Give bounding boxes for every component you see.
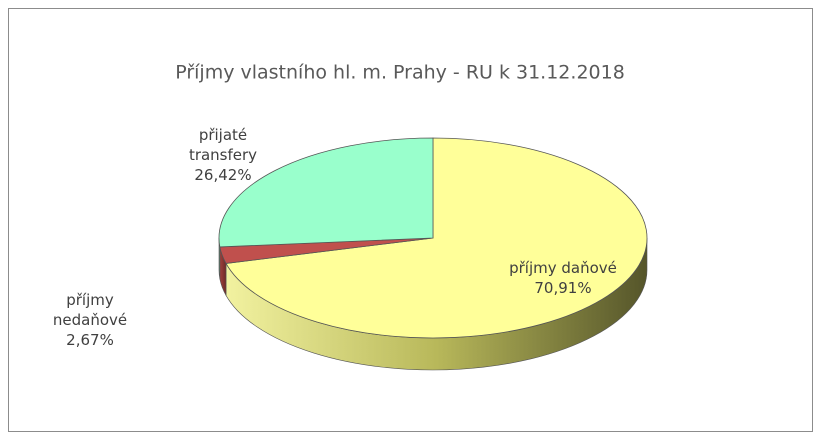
slice <box>218 137 434 248</box>
data-label: příjmy daňové 70,91% <box>488 258 638 298</box>
data-label: přijaté transfery 26,42% <box>178 125 268 185</box>
slice <box>225 137 648 339</box>
chart-title: Příjmy vlastního hl. m. Prahy - RU k 31.… <box>175 62 625 84</box>
value-label: 26,42% <box>194 166 252 184</box>
category-label: příjmy nedaňové <box>52 291 128 329</box>
category-label: příjmy daňové <box>509 259 617 277</box>
category-label: přijaté transfery <box>188 126 258 164</box>
value-label: 2,67% <box>66 331 114 349</box>
data-label: příjmy nedaňové 2,67% <box>45 290 135 350</box>
value-label: 70,91% <box>534 279 592 297</box>
